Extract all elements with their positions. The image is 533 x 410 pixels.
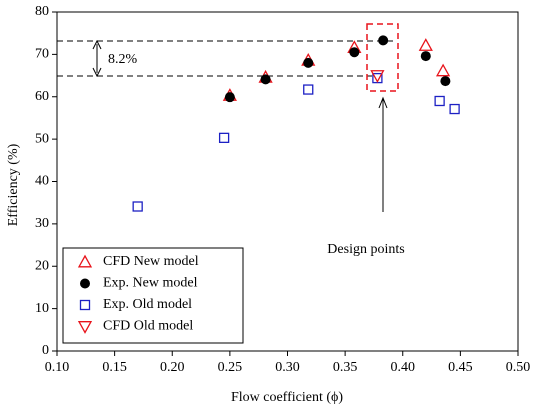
y-axis-label: Efficiency (%) <box>6 143 21 226</box>
y-tick-label: 10 <box>35 301 49 316</box>
x-tick-label: 0.20 <box>160 360 185 375</box>
x-tick-label: 0.15 <box>102 360 127 375</box>
y-tick-label: 0 <box>42 343 49 358</box>
marker <box>449 103 460 115</box>
y-tick-label: 50 <box>35 131 49 146</box>
marker <box>224 92 235 103</box>
legend-marker <box>77 254 93 268</box>
y-tick-label: 20 <box>35 258 49 273</box>
y-tick-label: 70 <box>35 47 49 62</box>
y-tick-label: 40 <box>35 174 49 189</box>
arrow-head <box>92 39 102 78</box>
y-tick-label: 30 <box>35 216 49 231</box>
marker <box>349 47 360 58</box>
marker <box>440 76 451 87</box>
marker <box>435 63 451 77</box>
x-tick-label: 0.50 <box>506 360 531 375</box>
legend-marker <box>80 278 90 289</box>
marker <box>420 51 431 62</box>
legend-box <box>62 247 244 344</box>
legend-label: Exp. New model <box>103 276 198 291</box>
legend-marker <box>79 299 91 311</box>
x-tick-label: 0.35 <box>333 360 358 375</box>
arrow-head <box>378 96 388 109</box>
legend-marker <box>77 321 93 334</box>
annotation: 8.2% <box>108 52 138 67</box>
marker <box>418 38 433 51</box>
marker <box>132 201 143 212</box>
x-tick-label: 0.40 <box>391 360 416 375</box>
marker <box>303 57 314 68</box>
y-tick-label: 60 <box>35 89 49 104</box>
marker <box>303 84 314 95</box>
x-axis-label: Flow coefficient (ϕ) <box>231 390 343 405</box>
marker <box>260 74 271 85</box>
marker <box>378 35 389 46</box>
legend-label: CFD New model <box>103 254 199 269</box>
marker <box>370 70 385 83</box>
marker <box>218 132 230 144</box>
y-tick-label: 80 <box>35 4 49 19</box>
x-tick-label: 0.30 <box>275 360 300 375</box>
legend-label: Exp. Old model <box>103 297 192 312</box>
highlight-box <box>366 23 399 92</box>
x-tick-label: 0.25 <box>218 360 243 375</box>
marker <box>434 95 445 107</box>
legend-label: CFD Old model <box>103 319 193 334</box>
x-tick-label: 0.10 <box>45 360 70 375</box>
x-tick-label: 0.45 <box>448 360 473 375</box>
annotation: Design points <box>327 242 404 257</box>
